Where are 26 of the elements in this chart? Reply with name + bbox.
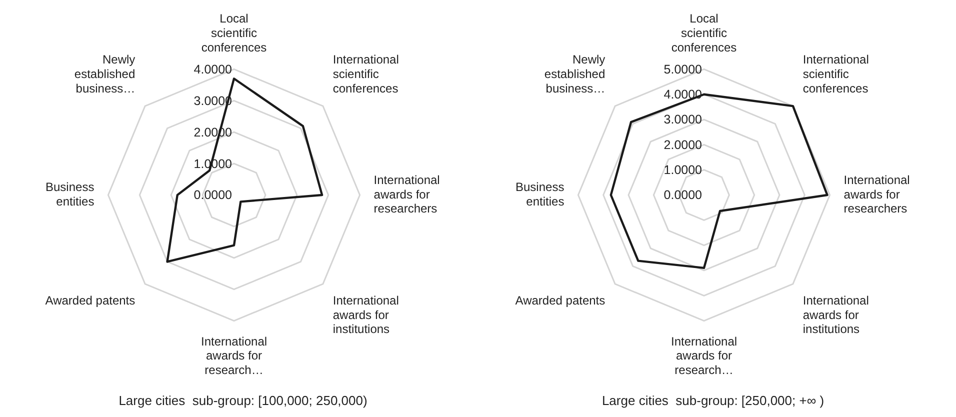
spoke-label: Awarded patents [45, 293, 136, 308]
y-tick-label: 1.0000 [664, 163, 702, 178]
spoke-label: Newly established business… [544, 52, 606, 96]
spoke-label: Local scientific conferences [671, 12, 737, 54]
text: Large cities sub-group: [100,000; 250,000) [118, 392, 368, 408]
spoke-label: International awards for research… [200, 334, 268, 378]
y-tick-label: 0.0000 [194, 188, 232, 202]
text: Large cities sub-group: [250,000; +∞ ) [602, 392, 824, 408]
spoke-label: International awards for research… [670, 334, 738, 378]
y-tick-label: 5.0000 [664, 62, 702, 76]
spoke-label: International scientific conferences [802, 52, 869, 96]
y-tick-label: 3.0000 [664, 112, 702, 127]
spoke-label: Newly established business… [74, 52, 136, 96]
spoke-label: International awards for researchers [374, 172, 440, 216]
spoke-label: International awards for institutions [332, 293, 399, 336]
spoke-label: Awarded patents [515, 293, 606, 308]
spoke-label: International awards for researchers [844, 172, 910, 216]
spoke-label: International awards for institutions [802, 293, 869, 336]
y-tick-label: 4.0000 [664, 88, 702, 102]
spoke-label: Business entities [45, 180, 94, 209]
spoke-label: Business entities [515, 180, 564, 209]
spoke-label: International scientific conferences [332, 52, 399, 96]
y-tick-label: 0.0000 [664, 188, 702, 202]
y-tick-label: 2.0000 [664, 138, 702, 152]
spoke-label: Local scientific conferences [201, 12, 267, 54]
y-tick-label: 4.0000 [194, 62, 232, 76]
